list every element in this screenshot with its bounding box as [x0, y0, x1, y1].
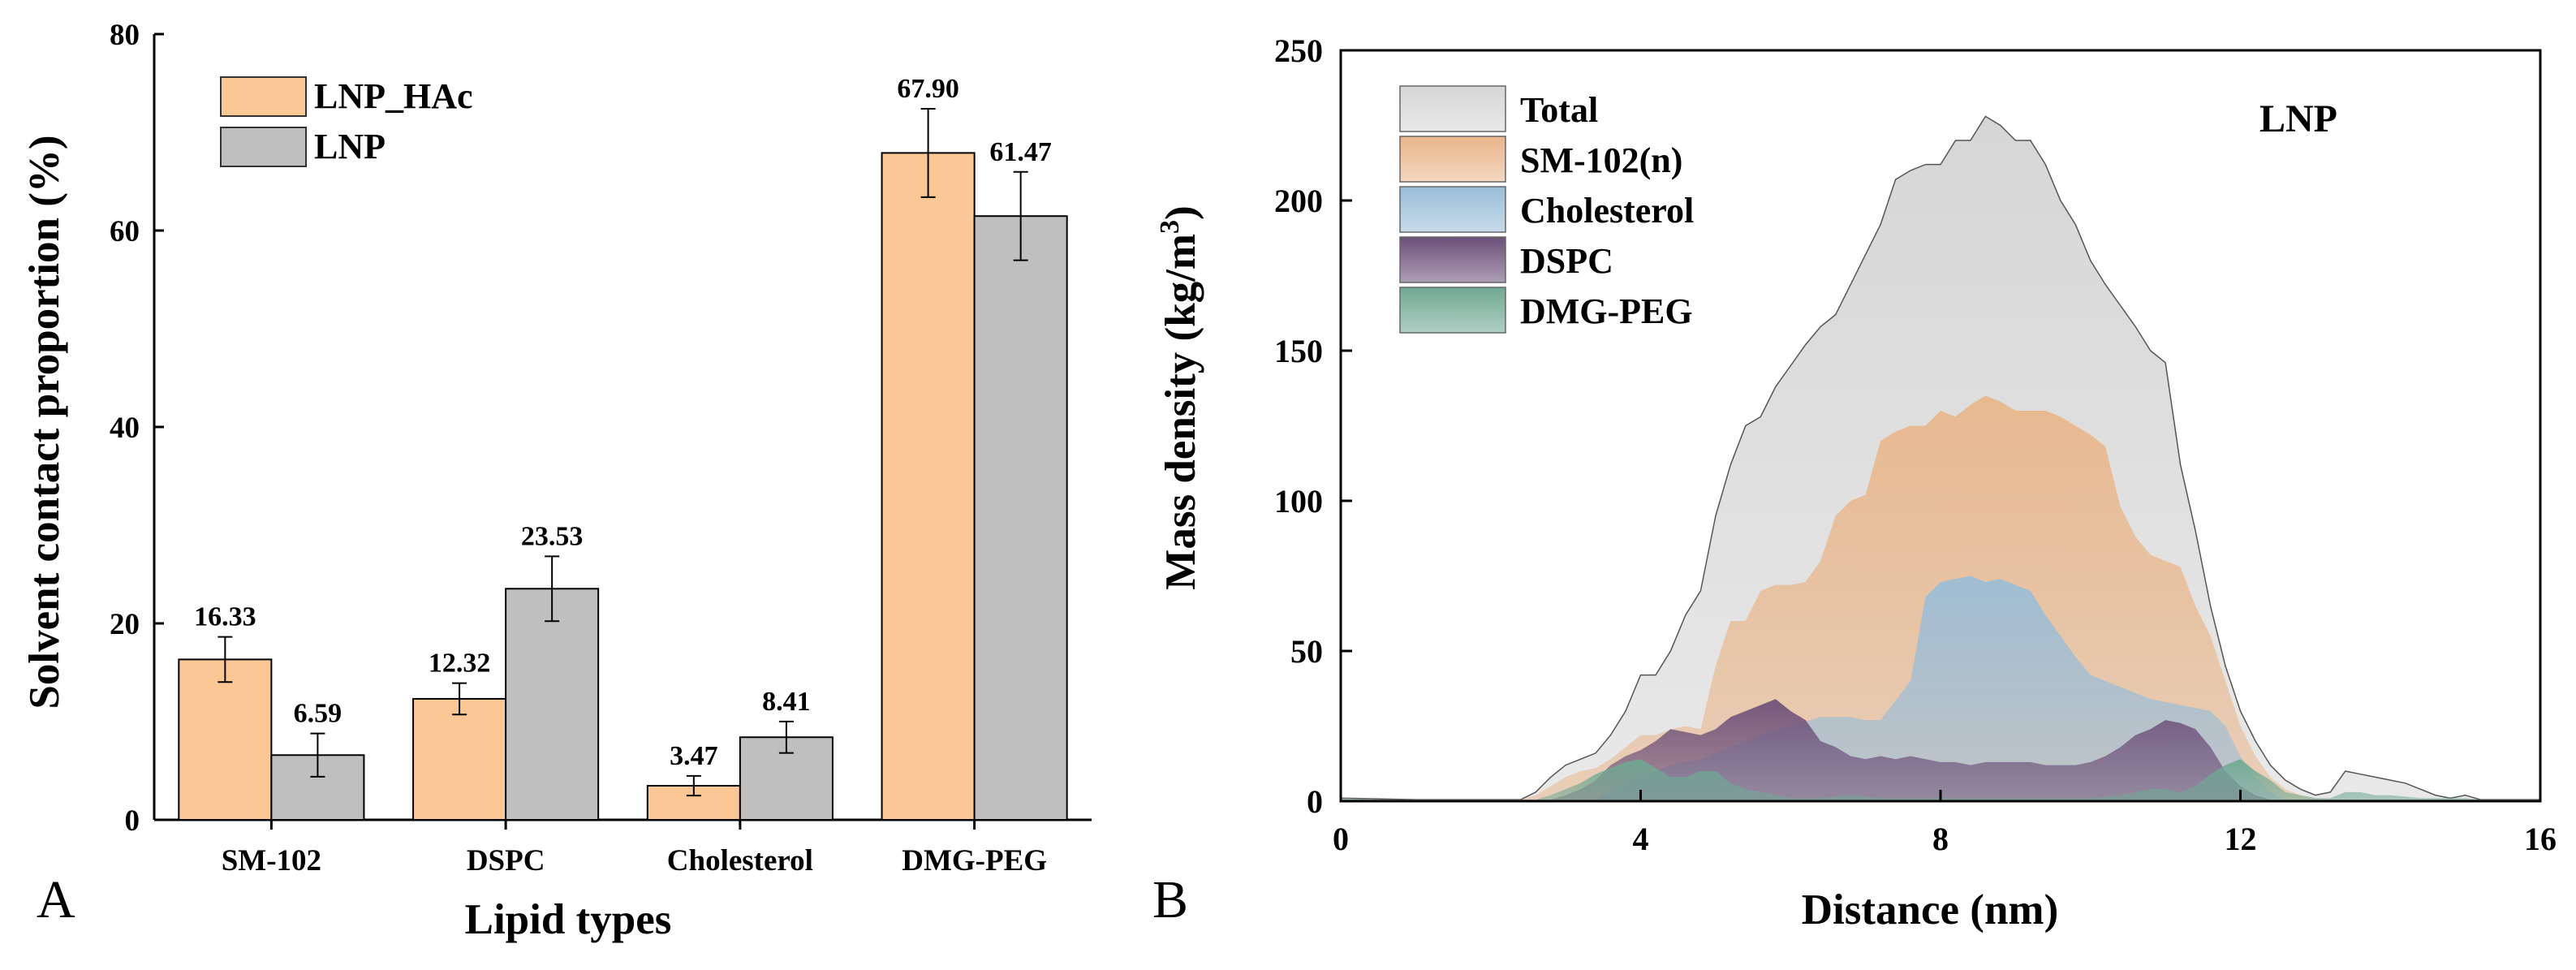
- legend-label-total: Total: [1520, 90, 1598, 130]
- area-x-tick-label: 4: [1633, 821, 1649, 857]
- area-y-tick-label: 200: [1274, 183, 1323, 219]
- bar-x-tick-label: DMG-PEG: [902, 844, 1047, 877]
- panel-label-a: A: [37, 870, 75, 929]
- area-y-tick-label: 0: [1307, 783, 1323, 820]
- area-chart-title: LNP: [2259, 97, 2337, 140]
- bar-x-axis-title: Lipid types: [465, 896, 672, 943]
- area-x-tick-label: 0: [1333, 821, 1349, 857]
- bar-data-label: 23.53: [521, 521, 584, 551]
- bar-y-tick-label: 40: [110, 412, 140, 445]
- legend-swatch-dspc: [1399, 236, 1506, 283]
- area-x-axis-title: Distance (nm): [1802, 886, 2058, 933]
- area-x-ticks: 0 4 8 12 16: [1333, 790, 2557, 857]
- bar-legend: LNP_HAc LNP: [220, 76, 473, 167]
- bar-y-tick-label: 80: [110, 19, 140, 52]
- legend-swatch-cholesterol: [1399, 186, 1506, 233]
- legend-swatch-total: [1399, 85, 1506, 132]
- area-y-tick-label: 150: [1274, 333, 1323, 369]
- bar-lnp-dmg-peg: [973, 215, 1068, 821]
- bar-data-label: 6.59: [294, 699, 342, 729]
- bar-data-label: 8.41: [762, 687, 811, 717]
- bar-x-tick-label: SM-102: [222, 844, 321, 877]
- bar-lnp-dspc: [505, 588, 600, 821]
- legend-label-lnp: LNP: [314, 127, 386, 166]
- area-y-tick-label: 50: [1290, 633, 1323, 670]
- area-y-ticks: 0 50 100 150 200 250: [1274, 32, 1352, 820]
- area-legend: Total SM-102(n) Cholesterol DSPC DMG-PEG: [1399, 85, 1694, 334]
- legend-swatch-sm-102n: [1399, 136, 1506, 183]
- bar-y-tick-label: 60: [110, 215, 140, 248]
- panel-label-b: B: [1152, 870, 1188, 929]
- bar-x-tick-label: Cholesterol: [667, 844, 813, 877]
- panel-a-bar-chart: 16.33 6.59 12.32 23.53 3.47 8.41 67.90 61.47 0 2…: [21, 19, 1092, 943]
- bar-lnp_hac-dmg-peg: [881, 152, 976, 821]
- bar-data-label: 16.33: [194, 602, 256, 632]
- legend-label-lnp_hac: LNP_HAc: [314, 76, 473, 116]
- panel-b-area-chart: 0 50 100 150 200 250 0 4 8 12 16 Total SM-102(n) Ch…: [1152, 32, 2557, 933]
- bar-x-tick-label: DSPC: [467, 844, 545, 877]
- area-y-axis-title: Mass density (kg/m3): [1155, 205, 1204, 589]
- area-x-tick-label: 16: [2524, 821, 2557, 857]
- bar-plot-area: 16.33 6.59 12.32 23.53 3.47 8.41 67.90 61.47: [153, 34, 1092, 821]
- legend-swatch-lnp: [220, 127, 307, 167]
- bar-lnp_hac-dspc: [412, 697, 507, 821]
- bar-y-tick-label: 0: [125, 804, 140, 838]
- area-cholesterol: [1341, 576, 2540, 801]
- legend-label-sm-102n: SM-102(n): [1520, 140, 1682, 180]
- bar-data-label: 3.47: [670, 741, 718, 771]
- area-y-tick-label: 100: [1274, 483, 1323, 519]
- bar-x-ticks: SM-102 DSPC Cholesterol DMG-PEG: [222, 820, 1047, 877]
- bar-lnp_hac-sm-102: [178, 658, 273, 821]
- legend-label-dmg-peg: DMG-PEG: [1520, 291, 1693, 331]
- legend-swatch-lnp_hac: [220, 76, 307, 117]
- bar-data-label: 12.32: [429, 649, 491, 679]
- bar-y-axis-title: Solvent contact proportion (%): [21, 135, 68, 709]
- bar-y-tick-label: 20: [110, 608, 140, 641]
- bar-data-label: 67.90: [897, 74, 959, 104]
- legend-swatch-dmg-peg: [1399, 287, 1506, 334]
- area-x-tick-label: 12: [2225, 821, 2257, 857]
- area-x-tick-label: 8: [1932, 821, 1949, 857]
- bar-y-ticks: 0 20 40 60 80: [110, 19, 164, 838]
- bar-data-label: 61.47: [989, 137, 1052, 167]
- legend-label-cholesterol: Cholesterol: [1520, 191, 1694, 231]
- area-y-tick-label: 250: [1274, 32, 1323, 69]
- legend-label-dspc: DSPC: [1520, 241, 1613, 281]
